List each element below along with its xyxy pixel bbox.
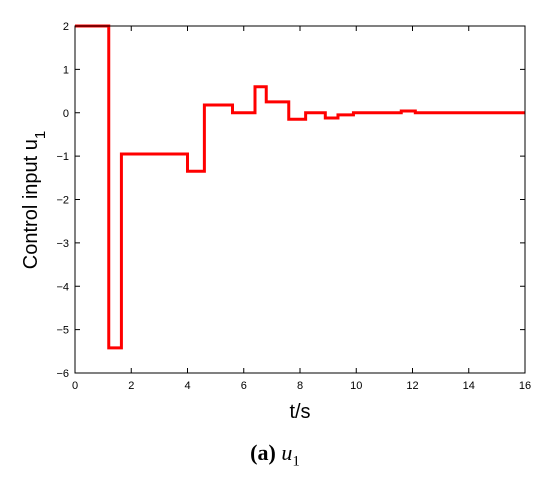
x-tick-label: 0 (72, 380, 78, 392)
y-tick-label: 2 (63, 21, 69, 33)
x-tick-label: 10 (350, 380, 362, 392)
x-tick-label: 6 (241, 380, 247, 392)
x-axis-title: t/s (289, 401, 310, 423)
caption-subscript: 1 (292, 453, 300, 470)
x-tick-label: 14 (463, 380, 475, 392)
caption-label: (a) (250, 440, 276, 465)
y-tick-label: −2 (56, 195, 69, 207)
plot-frame (74, 25, 526, 374)
x-tick-label: 4 (184, 380, 190, 392)
y-tick-label: −6 (56, 368, 69, 380)
y-tick-label: −5 (56, 325, 69, 337)
x-tick-label: 2 (128, 380, 134, 392)
y-tick-label: 0 (63, 108, 69, 120)
y-axis-title: Control input u1 (20, 131, 49, 269)
y-tick-label: −4 (56, 281, 69, 293)
y-tick-label: −3 (56, 238, 69, 250)
x-tick-label: 16 (519, 380, 531, 392)
x-tick-label: 12 (406, 380, 418, 392)
plot-background (75, 26, 525, 373)
series-line (75, 24, 525, 350)
y-tick-label: −1 (56, 151, 69, 163)
y-tick-label: 1 (63, 64, 69, 76)
caption-symbol: u (281, 440, 293, 465)
x-tick-label: 8 (297, 380, 303, 392)
figure-caption: (a) u1 (0, 440, 550, 470)
